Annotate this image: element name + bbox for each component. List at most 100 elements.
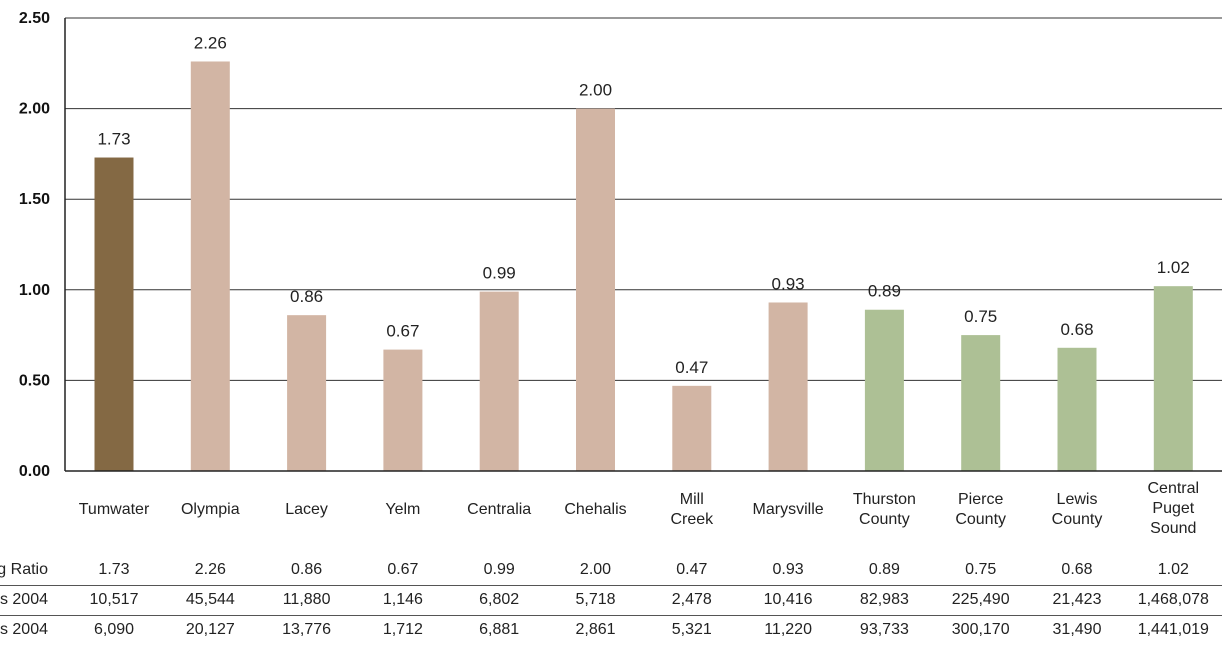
y-tick-label: 1.00 xyxy=(19,282,50,299)
x-tick-label-line: Creek xyxy=(670,511,714,528)
x-tick-label-line: County xyxy=(955,511,1007,528)
y-tick-label: 0.00 xyxy=(19,463,50,480)
table-row: g Ratio 1.73 2.26 0.86 0.67 0.99 2.00 0.47 0.93 0… xyxy=(0,555,1222,585)
table-cell: 21,423 xyxy=(1052,591,1102,608)
table-cell: 0.75 xyxy=(965,561,997,578)
table-cell: 225,490 xyxy=(951,591,1010,608)
bar-value-label: 0.93 xyxy=(772,274,805,293)
table-cell: 2.26 xyxy=(194,561,226,578)
table-cell: 1,146 xyxy=(382,591,423,608)
bar xyxy=(479,291,519,471)
table-cell: 0.47 xyxy=(676,561,708,578)
table-cell: 0.99 xyxy=(483,561,515,578)
x-tick-label-line: Puget xyxy=(1152,500,1195,517)
table-cell: 31,490 xyxy=(1052,621,1102,638)
bar-value-label: 1.73 xyxy=(97,130,130,149)
bar-value-label: 1.02 xyxy=(1157,258,1190,277)
table-cell: 1.02 xyxy=(1157,561,1189,578)
x-tick-label: Tumwater xyxy=(69,500,159,520)
x-tick-label: Marysville xyxy=(743,500,833,520)
table-cell: 1.73 xyxy=(98,561,130,578)
x-tick-label: Olympia xyxy=(165,500,255,520)
y-tick-label: 2.50 xyxy=(19,10,50,27)
gridlines xyxy=(65,17,1222,472)
table-cell: 0.89 xyxy=(868,561,900,578)
x-tick-label: Central Puget Sound xyxy=(1128,479,1218,539)
bar xyxy=(768,302,808,471)
table-cell: 1,441,019 xyxy=(1137,621,1209,638)
bar xyxy=(1153,286,1193,471)
table-cell: 0.93 xyxy=(772,561,804,578)
table-cell: 5,321 xyxy=(671,621,712,638)
x-tick-label: Centralia xyxy=(454,500,544,520)
bar-chart: 0.00 0.50 1.00 1.50 2.00 2.50 1.73 2.26 0.86 0.6… xyxy=(19,10,1222,480)
table-cell: 10,517 xyxy=(89,591,139,608)
y-tick-label: 2.00 xyxy=(19,101,50,118)
table-cell: 2.00 xyxy=(579,561,612,578)
x-tick-label-line: Thurston xyxy=(852,491,916,508)
bar xyxy=(961,335,1001,471)
bar-value-label: 0.75 xyxy=(964,307,997,326)
bar-value-label: 0.68 xyxy=(1060,320,1093,339)
table-cell: 0.68 xyxy=(1061,561,1093,578)
x-tick-label-line: Pierce xyxy=(958,491,1004,508)
table-row: ts 2004 6,090 20,127 13,776 1,712 6,881 2,861 5… xyxy=(0,615,1222,645)
table-cell: 1,712 xyxy=(382,621,423,638)
bar xyxy=(576,108,615,471)
bar-value-label: 2.26 xyxy=(194,33,227,52)
bar-value-label: 0.99 xyxy=(483,264,516,283)
table-cell: 6,881 xyxy=(479,621,520,638)
bar-value-label: 0.86 xyxy=(290,287,323,306)
table-row-label: s 2004 xyxy=(0,591,48,608)
table-cell: 13,776 xyxy=(282,621,332,638)
x-tick-label-line: Chehalis xyxy=(564,501,627,518)
bar xyxy=(864,309,904,471)
table-cell: 45,544 xyxy=(185,591,235,608)
bar xyxy=(672,385,712,471)
x-tick-label-line: Mill xyxy=(679,491,704,508)
table-cell: 11,220 xyxy=(764,621,812,638)
x-tick-label-line: Yelm xyxy=(385,501,421,518)
x-tick-label: Chehalis xyxy=(551,500,641,520)
x-tick-label: Thurston County xyxy=(839,490,929,530)
table-row-label: ts 2004 xyxy=(0,621,48,638)
table-cell: 93,733 xyxy=(859,621,909,638)
x-tick-label: Lewis County xyxy=(1032,490,1122,530)
table-cell: 2,861 xyxy=(575,621,616,638)
table-cell: 2,478 xyxy=(671,591,712,608)
x-tick-label-line: Tumwater xyxy=(78,501,150,518)
bar xyxy=(94,157,134,472)
x-tick-label-line: Lacey xyxy=(285,501,328,518)
bar xyxy=(383,349,423,471)
y-tick-label: 1.50 xyxy=(19,191,50,208)
y-tick-label: 0.50 xyxy=(19,372,50,389)
table-cell: 6,090 xyxy=(93,621,135,638)
x-tick-label-line: Sound xyxy=(1150,520,1197,537)
table-cell: 10,416 xyxy=(763,591,813,608)
x-tick-label-line: Marysville xyxy=(752,501,824,518)
bar xyxy=(287,315,327,471)
bars xyxy=(94,61,1193,472)
x-tick-label-line: Olympia xyxy=(180,501,240,518)
table-row: s 2004 10,517 45,544 11,880 1,146 6,802 5,718 2… xyxy=(0,585,1222,615)
table-cell: 6,802 xyxy=(479,591,520,608)
x-tick-label-line: County xyxy=(859,511,910,528)
table-cell: 11,880 xyxy=(282,591,331,608)
bar-value-label: 0.67 xyxy=(386,322,419,341)
table-cell: 1,468,078 xyxy=(1137,591,1209,608)
bar-value-labels: 1.73 2.26 0.86 0.67 0.99 2.00 0.47 0.93 0.89 0.75… xyxy=(97,33,1189,376)
table-row-divider xyxy=(0,585,1222,586)
bar xyxy=(190,61,230,471)
table-cell: 82,983 xyxy=(859,591,909,608)
table-row-divider xyxy=(0,615,1222,616)
bar-value-label: 0.47 xyxy=(675,358,708,377)
table-cell: 0.67 xyxy=(387,561,419,578)
x-tick-label-line: Central xyxy=(1147,480,1200,497)
x-tick-label: Pierce County xyxy=(936,490,1026,530)
table-row-label: g Ratio xyxy=(0,561,48,578)
x-tick-label-line: County xyxy=(1051,511,1103,528)
table-cell: 300,170 xyxy=(951,621,1010,638)
x-tick-label: Yelm xyxy=(358,500,448,520)
x-tick-label-line: Lewis xyxy=(1056,491,1098,508)
table-cell: 20,127 xyxy=(185,621,235,638)
